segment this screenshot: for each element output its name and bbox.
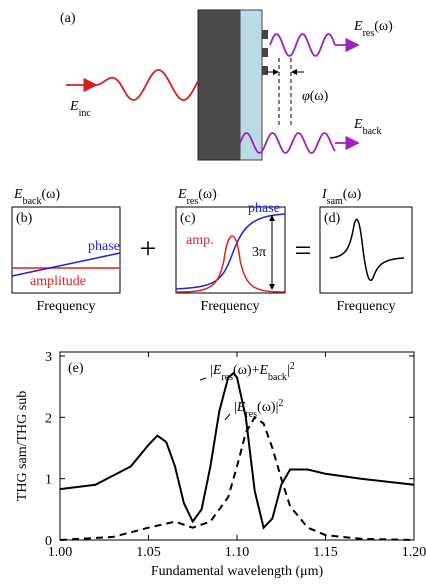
data-line [59,371,415,530]
x-axis-label: Fundamental wavelength (μm) [151,564,324,579]
text-part: sam [327,196,343,207]
text-part: E [212,363,222,378]
label: amplitude [30,274,86,289]
label: phase [88,239,120,254]
text-part: res [245,409,257,420]
data-line [59,415,415,541]
text-part: E [353,117,363,132]
annotation-leader [199,377,207,381]
x-tick-label: 1.10 [225,545,250,560]
text-part: | [287,363,290,378]
text-part: 2 [290,361,295,372]
panel-label: (a) [60,11,76,26]
resonator [262,66,268,75]
text-part: E [258,363,268,378]
label: Eres(ω) [353,19,393,39]
y-tick-label: 3 [45,350,52,365]
text-part: res [363,28,375,39]
text-part: back [23,196,42,207]
text-part: (ω)| [257,400,278,415]
y-axis-label: THG sam/THG sub [15,391,30,501]
y-tick-label: 1 [45,473,52,488]
panel-label: (d) [324,211,341,226]
text-part: E [353,19,363,34]
text-part: (ω) [41,187,60,202]
panel-c: Eres(ω) (c) phase amp. 3π Frequency [175,187,286,314]
label: Eback [353,117,381,137]
panel-label: (b) [16,211,33,226]
phase-curve [175,213,286,290]
panel-header: Eres(ω) [177,187,217,207]
text-part: back [363,126,382,137]
text-part: (ω) [310,89,329,104]
incident-wave [95,69,199,101]
substrate [197,9,241,161]
panel-frame [11,206,121,294]
text-part: I [321,187,328,202]
resonator [262,48,268,57]
x-label: Frequency [200,299,259,314]
text-part: (ω) [374,19,393,34]
text-part: res [187,196,199,207]
text-part: inc [79,108,92,119]
label: amp. [186,233,214,248]
text-part: (ω)+ [233,363,260,378]
x-tick-label: 1.20 [402,545,426,560]
x-label: Frequency [336,299,395,314]
annotation: |Eres(ω)+Eback|2 [210,361,295,383]
text-part: E [177,187,187,202]
panel-e: 1.00 1.05 1.10 1.15 1.20 0 1 2 3 Fundamental wave… [15,350,426,579]
y-tick-label: 0 [45,534,52,549]
text-part: | [234,400,237,415]
text-part: res [221,372,233,383]
panel-label: (e) [68,361,84,376]
x-tick-label: 1.05 [136,545,161,560]
resonator [262,30,268,39]
annotation: |Eres(ω)|2 [234,398,283,420]
panel-d: Isam(ω) (d) Frequency [319,187,413,314]
panel-frame [319,206,413,294]
text-part: φ [302,89,310,104]
text-part: E [236,400,246,415]
y-tick-label: 2 [45,411,52,426]
operator: + [140,232,157,265]
label: phase [248,201,280,216]
label: φ(ω) [302,89,329,104]
panel-header: Eback(ω) [13,187,60,207]
x-tick-label: 1.00 [48,545,73,560]
x-label: Frequency [36,299,95,314]
resonant-wave [269,33,336,57]
back-wave [239,132,336,154]
panel-frame [175,206,286,294]
text-part: | [210,363,213,378]
panel-b: Eback(ω) (b) phase amplitude Frequency [11,187,121,314]
text-part: (ω) [343,187,362,202]
phase-line [11,252,121,277]
amplitude-curve [175,235,286,293]
label: 3π [252,245,266,260]
text-part: (ω) [198,187,217,202]
text-part: back [268,372,287,383]
panel-header: Isam(ω) [321,187,362,207]
text-part: E [13,187,23,202]
intensity-curve [329,218,405,281]
annotation-leader [224,413,231,421]
text-part: 2 [278,398,283,409]
label: Einc [69,99,91,119]
panel-a: (a) Einc Eres(ω) φ(ω) Eback [60,9,393,161]
film [239,9,263,161]
text-part: E [69,99,79,114]
panel-label: (c) [180,211,196,226]
operator: = [295,234,312,267]
x-tick-label: 1.15 [313,545,338,560]
